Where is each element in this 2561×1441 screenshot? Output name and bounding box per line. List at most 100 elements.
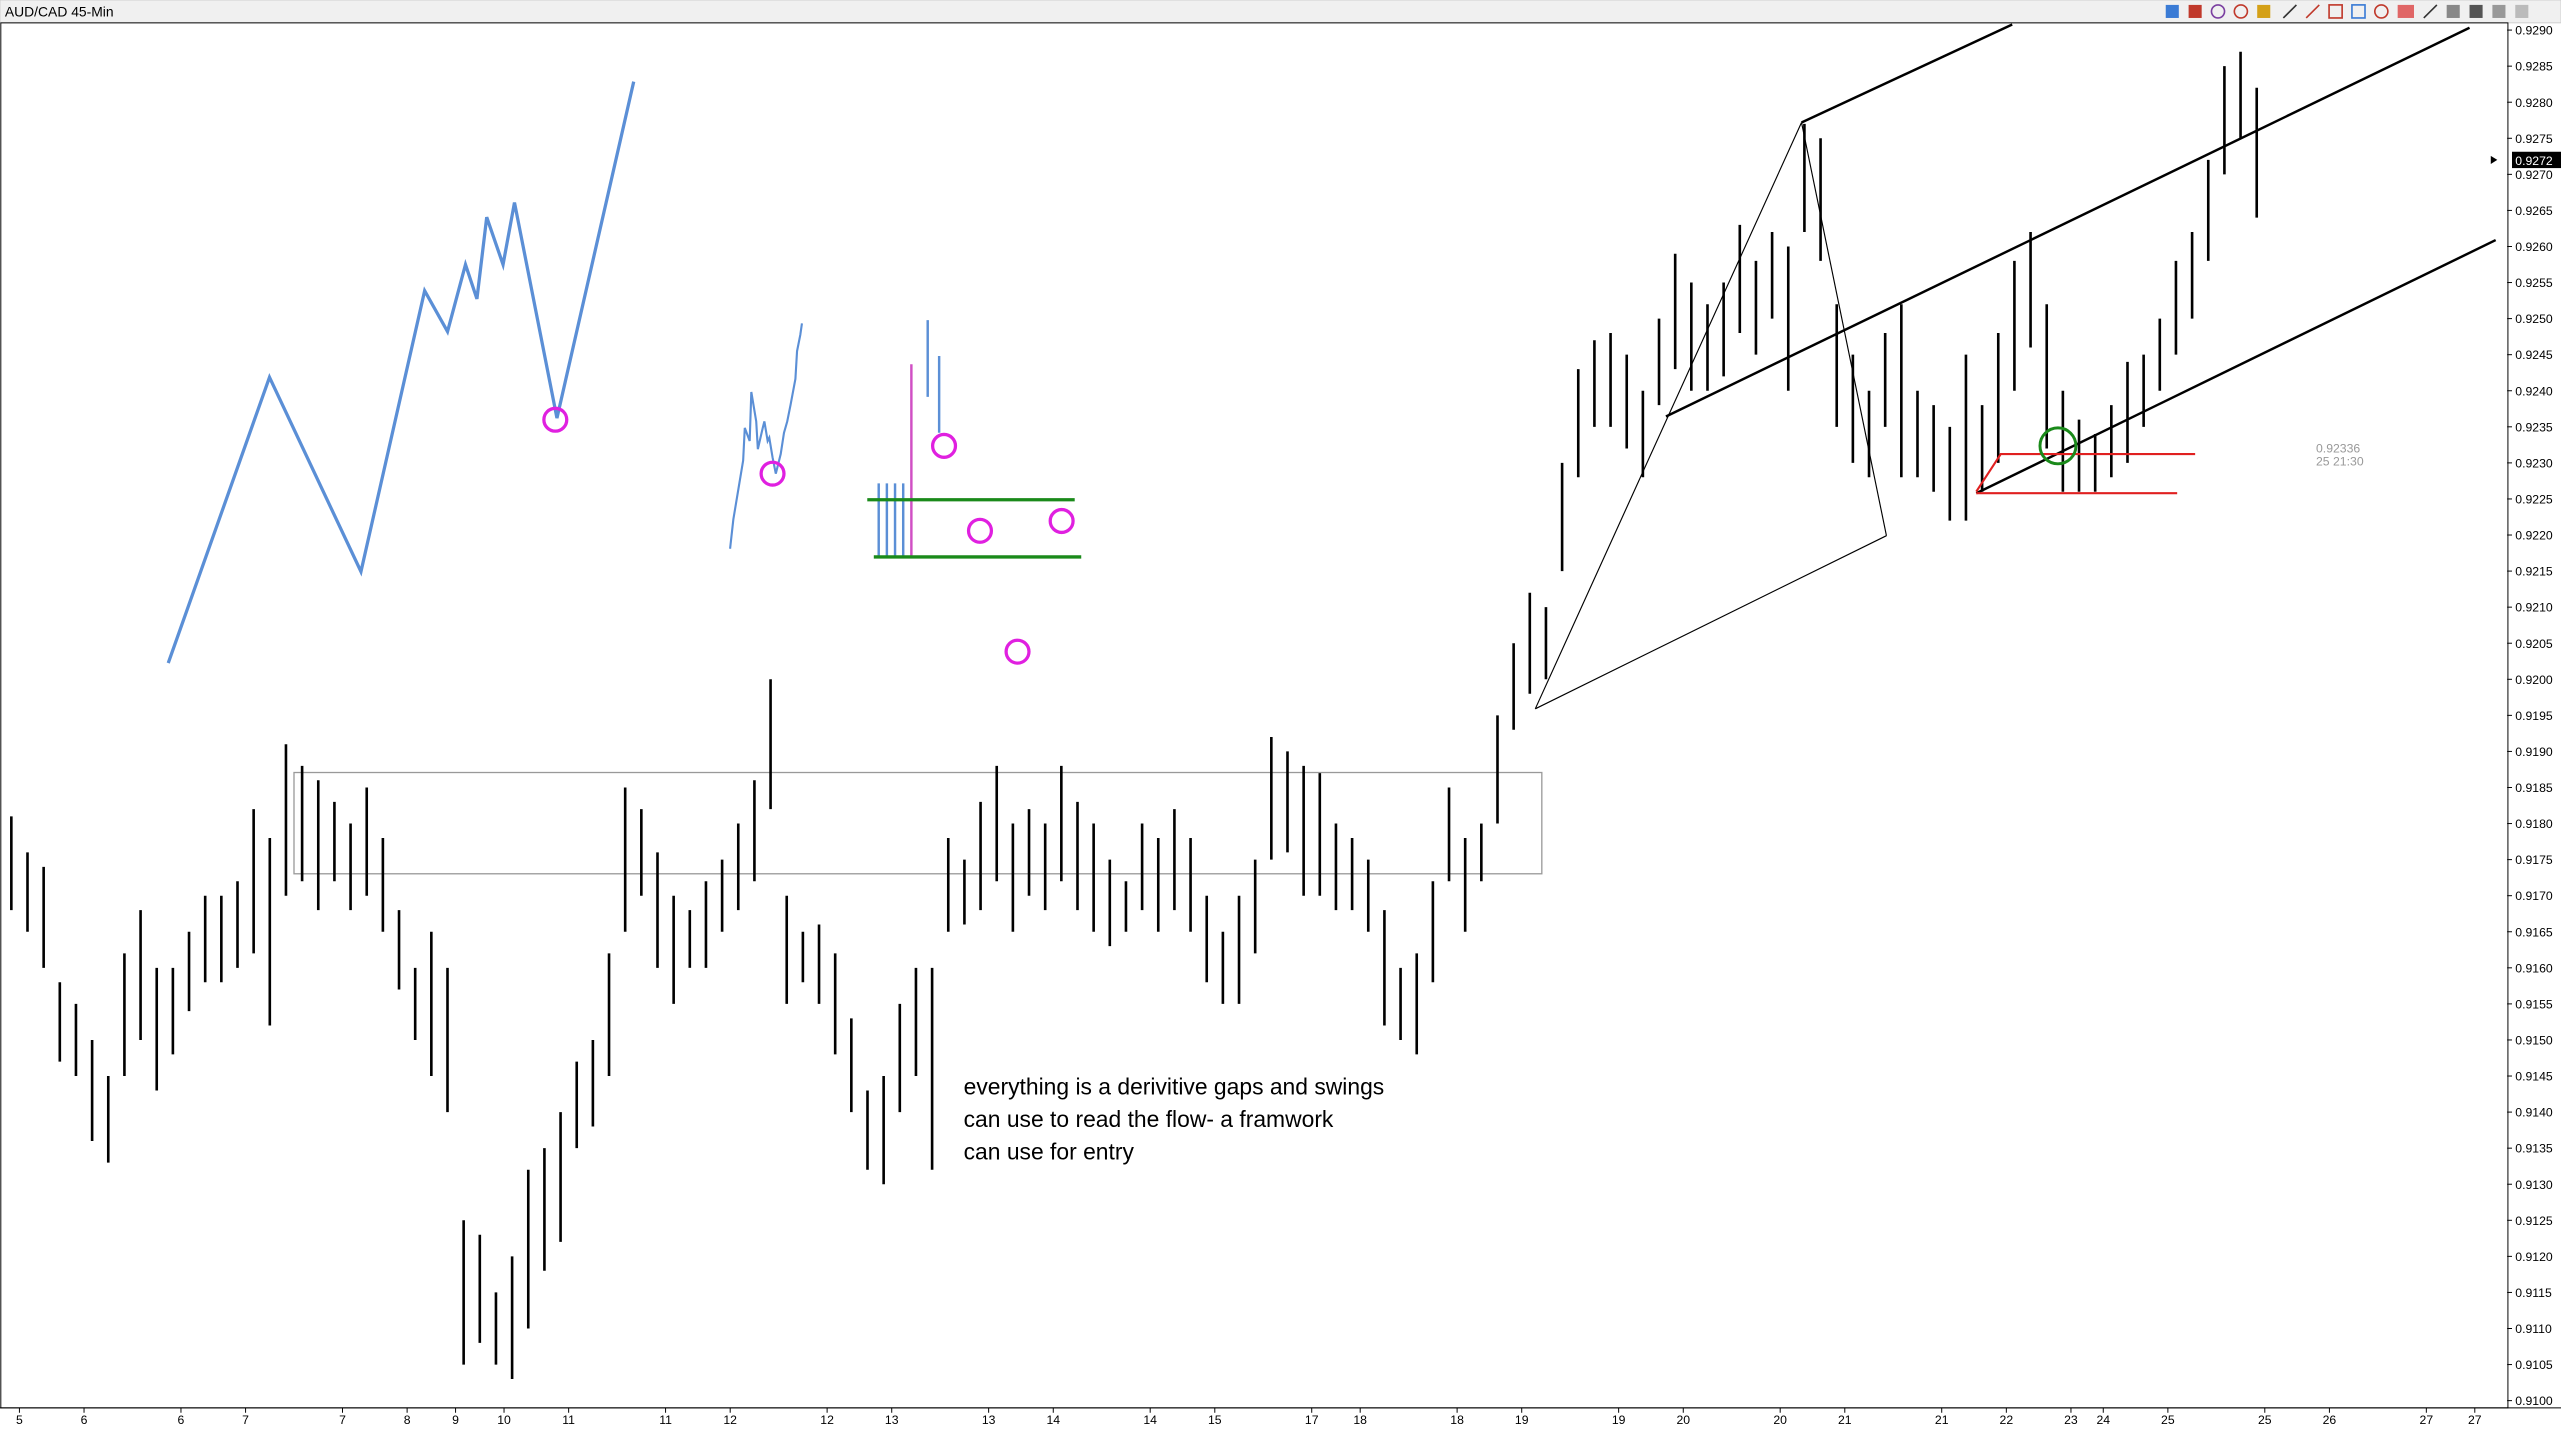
y-tick-label: 0.9110 [2515,1322,2552,1336]
x-tick-label: 25 [2258,1413,2272,1427]
bars [10,51,2259,1379]
x-tick-label: 13 [982,1413,996,1427]
y-tick-label: 0.9180 [2515,817,2553,831]
x-tick-label: 18 [1450,1413,1464,1427]
entry-lines [1975,452,2196,495]
tool-icon[interactable] [2515,4,2529,18]
x-tick-label: 9 [452,1413,459,1427]
y-tick-label: 0.9240 [2515,384,2553,398]
tool-icon[interactable] [2165,4,2179,18]
y-tick-label: 0.9195 [2515,709,2553,723]
tool-icon[interactable] [2257,4,2271,18]
y-tick-label: 0.9200 [2515,673,2553,687]
cursor-price: 0.92336 [2316,441,2360,455]
y-tick-label: 0.9275 [2515,132,2553,146]
y-tick-label: 0.9170 [2515,889,2553,903]
x-tick-label: 22 [2000,1413,2014,1427]
tool-icon[interactable] [2373,4,2389,19]
y-tick-label: 0.9150 [2515,1034,2553,1048]
y-tick-label: 0.9140 [2515,1106,2553,1120]
x-tick-label: 21 [1935,1413,1949,1427]
y-tick-label: 0.9185 [2515,781,2553,795]
tool-icon[interactable] [2282,4,2297,19]
annotation: can use for entry [964,1139,1135,1165]
y-tick-label: 0.9290 [2515,24,2553,38]
x-tick-label: 5 [16,1413,23,1427]
x-tick-label: 12 [820,1413,834,1427]
x-tick-label: 13 [885,1413,899,1427]
x-tick-label: 12 [723,1413,737,1427]
x-tick-label: 19 [1612,1413,1626,1427]
y-tick-label: 0.9250 [2515,312,2553,326]
x-tick-label: 11 [562,1413,575,1427]
last-price-label: 0.9272 [2515,154,2553,168]
swing-line [729,323,803,549]
swing-line [166,81,636,664]
annotation: everything is a derivitive gaps and swin… [964,1073,1385,1099]
y-tick-label: 0.9165 [2515,925,2553,939]
y-tick-label: 0.9245 [2515,348,2553,362]
x-tick-label: 18 [1353,1413,1367,1427]
y-tick-label: 0.9280 [2515,96,2553,110]
x-tick-label: 27 [2420,1413,2434,1427]
tool-icon[interactable] [2423,4,2438,19]
tool-icon[interactable] [2188,4,2202,18]
tool-icon[interactable] [2397,4,2415,18]
tool-icon[interactable] [2305,4,2320,19]
y-tick-label: 0.9155 [2515,997,2553,1011]
y-tick-label: 0.9190 [2515,745,2553,759]
x-tick-label: 14 [1046,1413,1060,1427]
last-price-box [2512,151,2561,169]
y-tick-label: 0.9265 [2515,204,2553,218]
x-tick-label: 23 [2064,1413,2078,1427]
x-tick-label: 24 [2096,1413,2110,1427]
y-tick-label: 0.9120 [2515,1250,2553,1264]
y-tick-label: 0.9130 [2515,1178,2553,1192]
x-tick-label: 6 [81,1413,88,1427]
tool-icon[interactable] [2469,4,2483,18]
marker-circles [542,406,1075,665]
x-tick-label: 17 [1305,1413,1319,1427]
x-tick-label: 26 [2323,1413,2337,1427]
x-tick-label: 14 [1143,1413,1157,1427]
x-tick-label: 20 [1676,1413,1690,1427]
x-tick-label: 27 [2468,1413,2482,1427]
x-tick-label: 6 [178,1413,185,1427]
y-tick-label: 0.9100 [2515,1394,2553,1408]
y-tick-label: 0.9230 [2515,456,2553,470]
y-tick-label: 0.9255 [2515,276,2553,290]
tool-icon[interactable] [2210,4,2226,19]
y-tick-label: 0.9160 [2515,961,2553,975]
y-tick-label: 0.9270 [2515,168,2553,182]
tool-icon[interactable] [2446,4,2460,18]
x-tick-label: 10 [497,1413,511,1427]
x-tick-label: 7 [242,1413,249,1427]
tool-icon[interactable] [2492,4,2506,18]
y-tick-label: 0.9210 [2515,601,2553,615]
entry-circle [2038,426,2078,466]
y-tick-label: 0.9125 [2515,1214,2553,1228]
y-tick-label: 0.9215 [2515,565,2553,579]
range-box [293,771,1543,875]
y-tick-label: 0.9135 [2515,1142,2553,1156]
y-tick-label: 0.9115 [2515,1286,2552,1300]
x-tick-label: 8 [404,1413,411,1427]
y-tick-label: 0.9145 [2515,1070,2553,1084]
tool-icon[interactable] [2328,4,2343,19]
x-tick-label: 15 [1208,1413,1222,1427]
tool-icon[interactable] [2351,4,2366,19]
annotation: can use to read the flow- a framwork [964,1106,1334,1132]
x-tick-label: 20 [1773,1413,1787,1427]
channel-lines [1534,23,2497,710]
y-tick-label: 0.9205 [2515,637,2553,651]
toolbar[interactable] [2165,4,2529,19]
tool-icon[interactable] [2233,4,2249,19]
y-tick-label: 0.9105 [2515,1358,2553,1372]
y-tick-label: 0.9285 [2515,60,2553,74]
x-tick-label: 11 [659,1413,672,1427]
x-tick-label: 19 [1515,1413,1529,1427]
last-price-pointer [2490,155,2498,165]
y-tick-label: 0.9260 [2515,240,2553,254]
y-tick-label: 0.9235 [2515,420,2553,434]
